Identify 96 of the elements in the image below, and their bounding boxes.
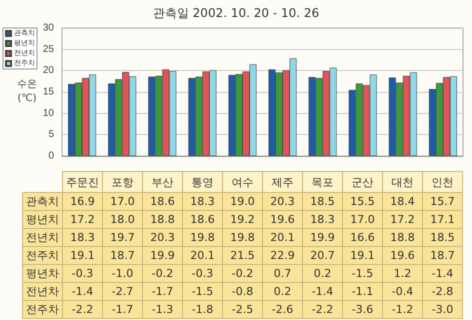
data-label: 15.5: [342, 192, 382, 210]
text: -1.3: [142, 300, 182, 318]
text: -1.8: [182, 300, 222, 318]
x-tick-label: 인천: [422, 172, 462, 192]
text: 전주차: [22, 300, 62, 318]
text: -1.7: [102, 300, 142, 318]
text: -0.3: [62, 264, 102, 282]
y-tick-label: 0: [48, 150, 54, 162]
text: -1.7: [142, 282, 182, 300]
data-label: 18.7: [102, 246, 142, 264]
y-tick-label: 30: [42, 22, 54, 34]
data-label: 20.1: [182, 246, 222, 264]
data-label: 15.7: [422, 192, 462, 210]
y-tick-label: 20: [42, 65, 54, 76]
x-tick-label: 목포: [302, 172, 342, 192]
data-label: 18.7: [422, 246, 462, 264]
data-label: 19.6: [382, 246, 422, 264]
data-label: 20.3: [142, 228, 182, 246]
x-tick-label: 제주: [262, 172, 302, 192]
text: -2.2: [62, 300, 102, 318]
data-label: 17.0: [342, 210, 382, 228]
data-label: 20.1: [262, 228, 302, 246]
text: -0.2: [142, 264, 182, 282]
data-label: 18.8: [382, 228, 422, 246]
text: 전주치: [26, 249, 59, 262]
data-label: 18.6: [182, 210, 222, 228]
text: 1.2: [382, 264, 422, 282]
text: 0.7: [262, 264, 302, 282]
data-label: 22.9: [262, 246, 302, 264]
text: -0.2: [222, 264, 262, 282]
data-label: 19.9: [142, 246, 182, 264]
data-label: 19.2: [222, 210, 262, 228]
data-label: 17.1: [422, 210, 462, 228]
data-label: 17.2: [382, 210, 422, 228]
x-tick-label: 여수: [222, 172, 262, 192]
text: -1.0: [102, 264, 142, 282]
text: -1.1: [342, 282, 382, 300]
y-tick-label: 15: [42, 86, 54, 98]
text: 0.2: [302, 264, 342, 282]
x-tick-label: 포항: [102, 172, 142, 192]
text: -3.6: [342, 300, 382, 318]
text: -2.2: [302, 300, 342, 318]
text: -1.4: [422, 264, 462, 282]
text: 0.2: [262, 282, 302, 300]
y-axis-title: 수온 (℃): [17, 78, 37, 106]
text: -1.4: [62, 282, 102, 300]
text: -0.4: [382, 282, 422, 300]
data-label: 17.2: [62, 210, 102, 228]
text: 전년차: [22, 282, 62, 300]
data-label: 19.8: [222, 228, 262, 246]
text: -0.8: [222, 282, 262, 300]
y-tick-label: 10: [42, 108, 54, 119]
text: -1.2: [382, 300, 422, 318]
data-label: 16.6: [342, 228, 382, 246]
x-tick-label: 대천: [382, 172, 422, 192]
data-label: 19.7: [102, 228, 142, 246]
data-label: 16.9: [62, 192, 102, 210]
data-label: 18.5: [302, 192, 342, 210]
data-label: 19.6: [262, 210, 302, 228]
x-tick-label: 통영: [182, 172, 222, 192]
x-tick-label: 주문진: [62, 172, 102, 192]
text: -2.5: [222, 300, 262, 318]
data-label: 18.3: [182, 192, 222, 210]
text: -2.6: [262, 300, 302, 318]
x-tick-label: 군산: [342, 172, 382, 192]
text: -2.8: [422, 282, 462, 300]
data-label: 19.0: [222, 192, 262, 210]
data-label: 19.9: [302, 228, 342, 246]
data-label: 18.4: [382, 192, 422, 210]
data-label: 18.3: [302, 210, 342, 228]
data-label: 18.0: [102, 210, 142, 228]
data-label: 18.5: [422, 228, 462, 246]
text: -1.5: [342, 264, 382, 282]
x-tick-label: 부산: [142, 172, 182, 192]
data-label: 20.3: [262, 192, 302, 210]
text: 평년차: [22, 264, 62, 282]
text: -0.3: [182, 264, 222, 282]
text: -1.5: [182, 282, 222, 300]
text: -1.4: [302, 282, 342, 300]
data-label: 21.5: [222, 246, 262, 264]
data-label: 18.8: [142, 210, 182, 228]
data-label: 19.8: [182, 228, 222, 246]
text: -3.0: [422, 300, 462, 318]
text: 평년치: [26, 213, 59, 226]
data-label: 18.6: [142, 192, 182, 210]
chart-title: 관측일 2002. 10. 20 - 10. 26: [152, 6, 320, 20]
data-label: 19.1: [62, 246, 102, 264]
y-tick-label: 25: [42, 44, 54, 55]
data-label: 17.0: [102, 192, 142, 210]
data-label: 19.1: [342, 246, 382, 264]
text: 관측치: [26, 195, 59, 208]
text: -2.7: [102, 282, 142, 300]
y-tick-label: 5: [48, 129, 54, 140]
text: 전년치: [26, 231, 59, 244]
data-label: 18.3: [62, 228, 102, 246]
data-label: 20.7: [302, 246, 342, 264]
